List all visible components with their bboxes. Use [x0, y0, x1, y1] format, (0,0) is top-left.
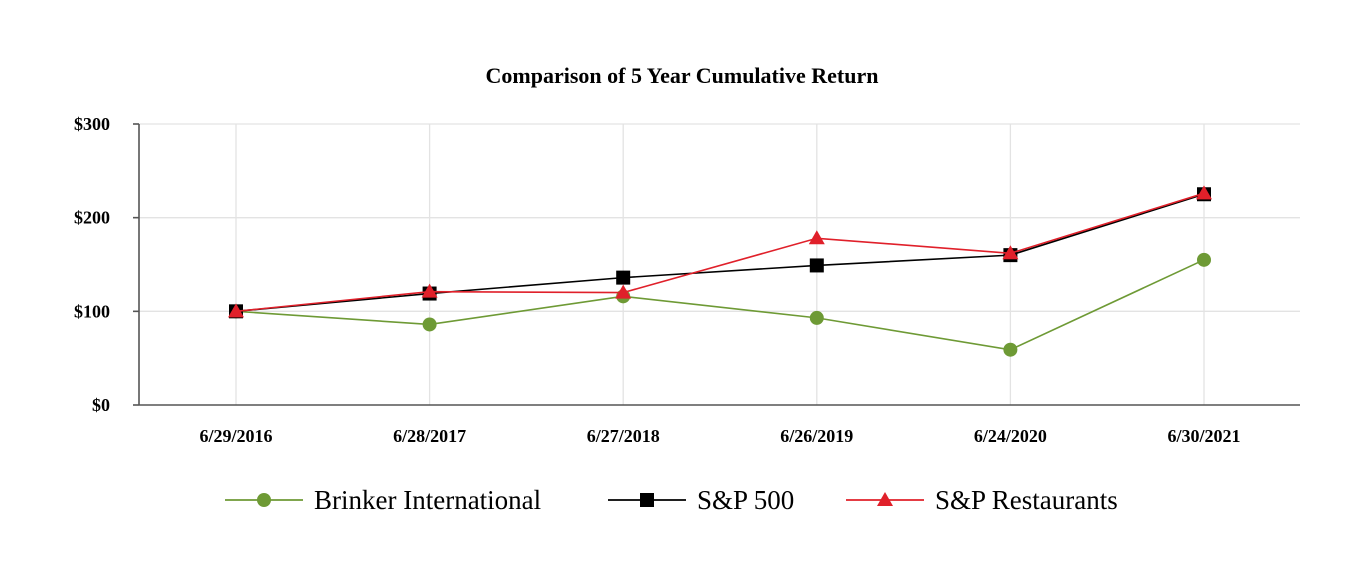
y-tick-label: $100	[74, 301, 110, 321]
brinker-international-line	[235, 259, 1205, 351]
legend-label: S&P 500	[697, 485, 794, 515]
x-tick-label: 6/29/2016	[199, 426, 272, 446]
axes	[133, 123, 1300, 406]
series-brinker-international	[229, 252, 1211, 357]
x-tick-label: 6/27/2018	[587, 426, 660, 446]
series-sandp-restaurants	[228, 185, 1212, 318]
legend-item-brinker-international: Brinker International	[225, 485, 541, 515]
x-tick-label: 6/28/2017	[393, 426, 466, 446]
y-tick-label: $0	[92, 395, 110, 415]
y-tick-labels: $0 $100 $200 $300	[74, 114, 110, 415]
legend-label: Brinker International	[314, 485, 541, 515]
sandp-restaurants-point	[1002, 245, 1019, 260]
legend: Brinker International S&P 500 S&P Restaura…	[225, 485, 1118, 515]
x-tick-label: 6/26/2019	[780, 426, 853, 446]
brinker-international-point	[422, 317, 437, 332]
series	[228, 185, 1212, 357]
sandp-500-point	[809, 258, 824, 273]
x-tick-labels: 6/29/2016 6/28/2017 6/27/2018 6/26/2019 6/24…	[199, 426, 1240, 446]
series-sandp-500	[229, 187, 1211, 319]
sandp-restaurants-point	[615, 284, 632, 299]
sandp-restaurants-point	[421, 283, 438, 298]
legend-item-sandp-restaurants: S&P Restaurants	[846, 485, 1118, 515]
gridlines	[139, 123, 1300, 405]
sandp-restaurants-point	[228, 303, 244, 318]
sandp-restaurants-point	[808, 230, 825, 245]
brinker-international-point	[1003, 342, 1018, 357]
x-tick-label: 6/30/2021	[1167, 426, 1240, 446]
y-tick-label: $200	[74, 208, 110, 228]
sandp-500-point	[616, 270, 631, 285]
legend-marker	[257, 493, 271, 507]
legend-label: S&P Restaurants	[935, 485, 1118, 515]
y-tick-label: $300	[74, 114, 110, 134]
legend-marker	[640, 493, 654, 507]
brinker-international-point	[809, 310, 824, 325]
sandp-restaurants-point	[1196, 185, 1212, 200]
sandp-500-line	[235, 193, 1205, 313]
x-tick-label: 6/24/2020	[974, 426, 1047, 446]
legend-item-sandp-500: S&P 500	[608, 485, 794, 515]
legend-marker	[877, 492, 893, 506]
sandp-restaurants-line	[235, 192, 1205, 313]
brinker-international-point	[1197, 252, 1211, 267]
chart-title: Comparison of 5 Year Cumulative Return	[486, 63, 879, 88]
